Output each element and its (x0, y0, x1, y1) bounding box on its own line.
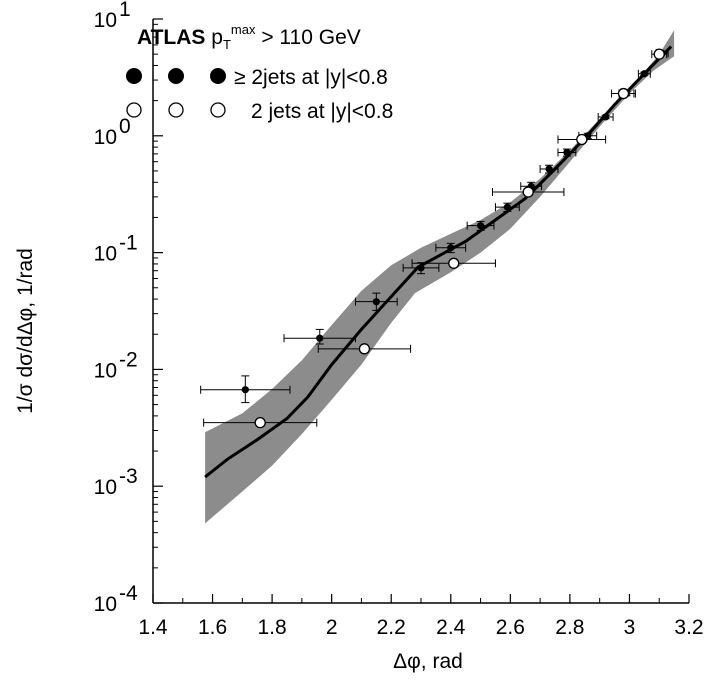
y-tick-label: 10 (94, 126, 117, 149)
x-tick-label: 2.6 (496, 616, 525, 639)
x-tick-label: 2.4 (436, 616, 466, 639)
series-ge2jets (200, 49, 669, 404)
data-point-filled (476, 222, 485, 230)
data-point-filled (417, 264, 425, 272)
x-tick-label: 1.4 (138, 616, 168, 639)
x-tick-label: 2.2 (377, 616, 406, 639)
y-tick-exponent: -2 (119, 348, 138, 371)
legend: ATLAS pTmax > 110 GeV ≥ 2jets at |y|<0.8 2… (126, 22, 393, 123)
theory-curve (204, 45, 673, 479)
legend-marker-filled (168, 68, 184, 84)
legend-marker-open (126, 102, 142, 118)
data-point-filled (503, 203, 511, 211)
y-tick-exponent: -4 (119, 582, 138, 605)
y-tick-exponent: 1 (119, 0, 131, 21)
x-tick-label: 1.8 (258, 616, 287, 639)
y-tick-exponent: 0 (119, 115, 131, 138)
legend-entry-label: 2 jets at |y|<0.8 (251, 100, 393, 123)
x-tick-label: 2.8 (555, 616, 584, 639)
data-point-open (576, 133, 588, 146)
data-point-filled (372, 298, 380, 306)
data-point-open (653, 48, 665, 60)
y-tick-label: 10 (94, 476, 117, 499)
y-tick-label: 10 (94, 243, 117, 266)
x-tick-label: 2 (326, 616, 338, 639)
x-axis-title: Δφ, rad (393, 650, 463, 673)
plot-area (200, 30, 675, 524)
legend-marker-filled (210, 68, 226, 84)
x-tick-label: 1.6 (198, 616, 227, 639)
legend-entry-label: ≥ 2jets at |y|<0.8 (234, 66, 388, 89)
y-tick-label: 10 (94, 593, 117, 616)
y-tick-exponent: -1 (119, 232, 138, 255)
legend-marker-open (210, 102, 226, 118)
data-point-filled (563, 148, 571, 157)
series-2jets (203, 48, 668, 429)
data-point-open (254, 417, 266, 429)
theory-uncertainty-band (205, 30, 675, 524)
data-point-filled (640, 70, 648, 78)
data-point-filled (316, 334, 324, 342)
data-point-filled (602, 113, 610, 121)
data-point-open (358, 343, 371, 355)
y-tick-exponent: -3 (119, 465, 138, 488)
data-point-filled (241, 386, 249, 394)
x-tick-label: 3.2 (674, 616, 703, 639)
legend-marker-filled (126, 68, 142, 84)
y-tick-label: 10 (94, 9, 117, 32)
y-tick-label: 10 (94, 359, 117, 382)
y-axis-title: 1/σ dσ/dΔφ, 1/rad (14, 248, 37, 414)
legend-marker-open (168, 102, 184, 118)
data-point-open (448, 257, 460, 269)
data-point-filled (545, 165, 553, 173)
data-point-filled (447, 244, 455, 252)
x-tick-label: 3 (624, 616, 636, 639)
data-point-open (617, 87, 630, 100)
legend-title: ATLAS pTmax > 110 GeV (137, 22, 361, 52)
data-point-open (522, 186, 534, 198)
